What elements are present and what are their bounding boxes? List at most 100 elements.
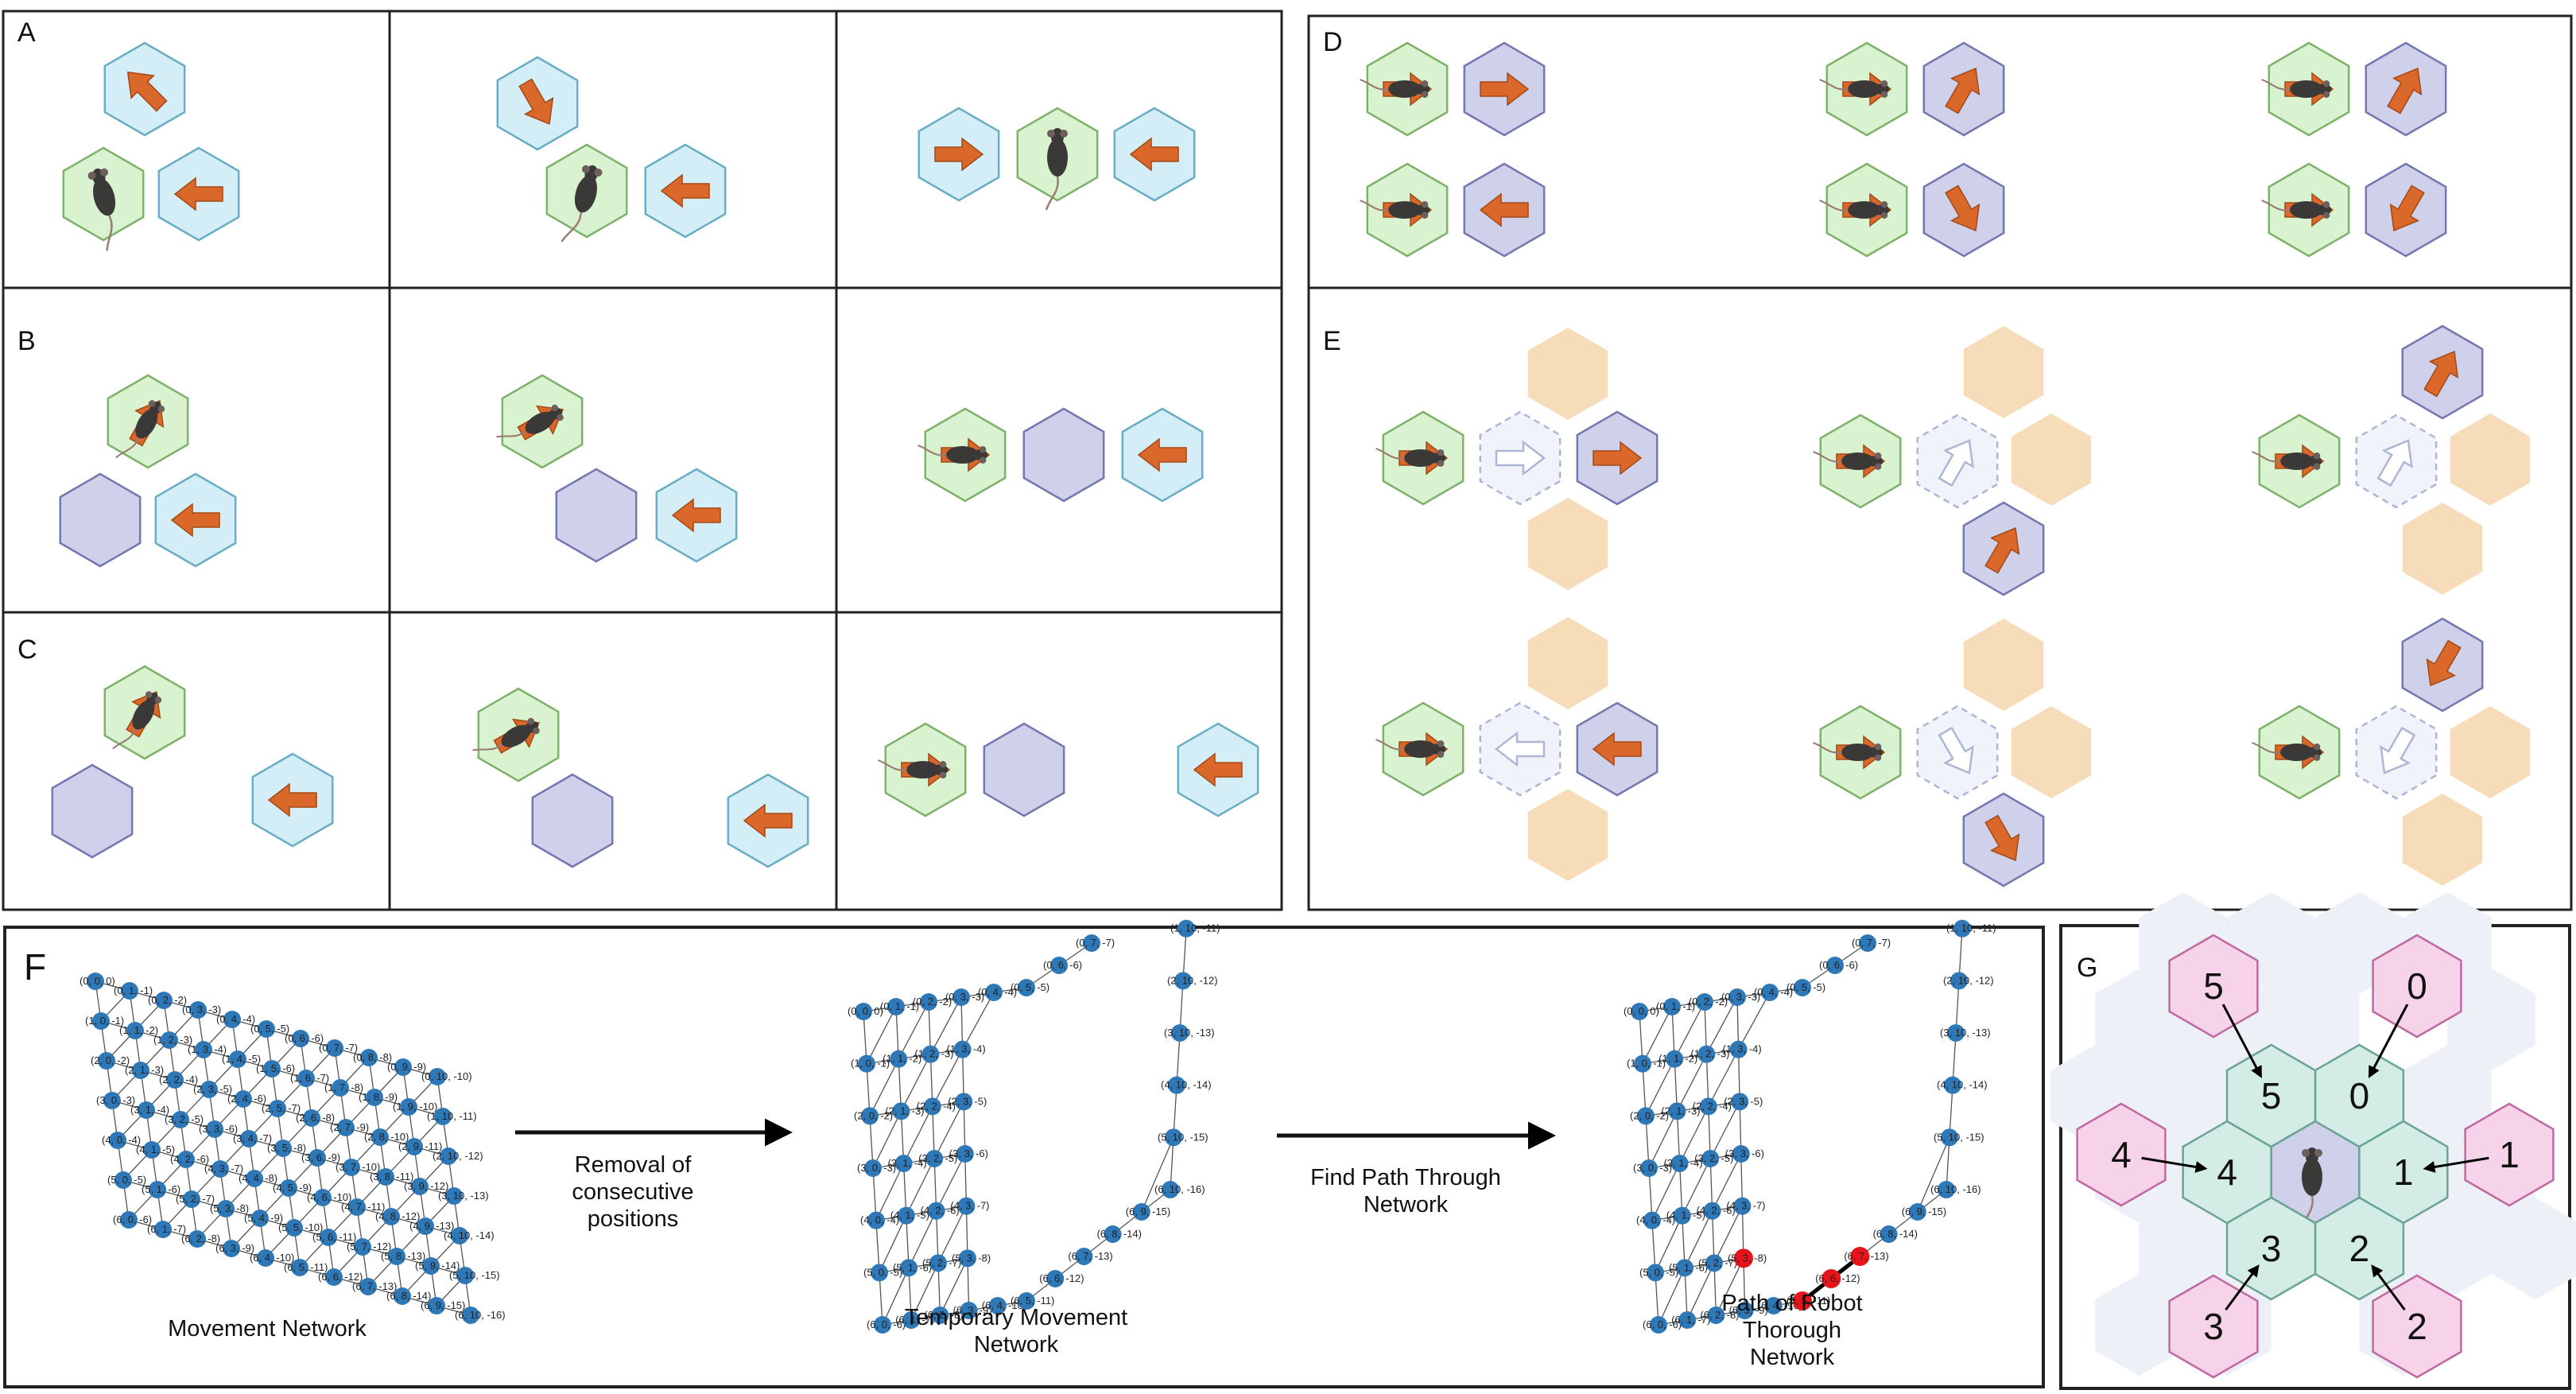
network-node xyxy=(1046,1270,1065,1287)
mapping-arrow-2 xyxy=(2371,1264,2406,1311)
network-node-label: (1, 8, -9) xyxy=(359,1091,398,1103)
network-node-label: (0, 5, -5) xyxy=(250,1023,289,1035)
network-node-label: (4, 3, -7) xyxy=(950,1200,989,1212)
network-node-label: (3, 8, -11) xyxy=(370,1171,413,1182)
network-node-label: (3, 0, -3) xyxy=(857,1162,896,1174)
arrow-robot-e-3 xyxy=(1592,732,1642,767)
network-node xyxy=(1668,1102,1686,1120)
network-node-label: (2, 1, -3) xyxy=(125,1064,164,1076)
network-node xyxy=(874,1316,891,1334)
hex-outer-0 xyxy=(2372,934,2462,1039)
network-node xyxy=(246,1170,263,1187)
panel-label-a: A xyxy=(17,17,36,48)
network-node xyxy=(1707,1307,1725,1324)
network-node xyxy=(1676,1259,1693,1277)
network-node-label: (6, 4, -10) xyxy=(1758,1299,1802,1311)
temporary-network-caption-line-1: Temporary Movement xyxy=(905,1305,1127,1330)
hex-blocked-e-2-1 xyxy=(2402,503,2483,595)
network-node-label: (5, 6, -11) xyxy=(312,1231,356,1243)
network-node-label: (2, 2, -4) xyxy=(917,1100,956,1112)
network-node xyxy=(451,1227,468,1245)
network-node-label: (3, 1, -4) xyxy=(1664,1157,1703,1169)
network-node xyxy=(867,1211,885,1229)
network-node xyxy=(109,1132,126,1149)
network-node-label: (5, 2, -7) xyxy=(922,1256,961,1268)
network-node-label: (5, 8, -13) xyxy=(381,1250,425,1262)
network-node xyxy=(1647,1264,1664,1282)
network-node xyxy=(1132,1203,1150,1221)
arrow-robot-d-5 xyxy=(2389,184,2425,232)
panel-label-b: B xyxy=(17,326,36,356)
network-node-label: (1, 3, -4) xyxy=(947,1043,986,1055)
network-node-label: (5, 1, -6) xyxy=(893,1261,932,1273)
network-node xyxy=(1703,1202,1721,1220)
network-node xyxy=(445,1187,463,1205)
network-node-label: (2, 7, -9) xyxy=(330,1121,369,1133)
hex-faint-g xyxy=(2447,969,2536,1070)
arrow-c2-2 xyxy=(743,803,793,838)
arrow-a3-2 xyxy=(1129,137,1179,172)
outer-label-5: 5 xyxy=(2203,965,2224,1007)
network-node-label: (4, 1, -5) xyxy=(136,1144,175,1155)
hex-faint-g xyxy=(2271,969,2360,1070)
network-node-label: (1, 0, -1) xyxy=(85,1015,124,1027)
outer-label-1: 1 xyxy=(2499,1134,2520,1175)
network-node xyxy=(155,992,173,1009)
network-node-label: (2, 3, -5) xyxy=(193,1083,232,1095)
network-node xyxy=(1678,1311,1697,1329)
network-node xyxy=(1165,1128,1182,1147)
network-node-label: (5, 2, -7) xyxy=(1698,1256,1737,1268)
network-node xyxy=(1634,1054,1651,1073)
network-node-label: (2, 2, -4) xyxy=(159,1074,198,1085)
network-node-label: (2, 10, -12) xyxy=(433,1150,483,1162)
network-node xyxy=(251,1210,269,1227)
network-node xyxy=(894,1155,913,1172)
network-node xyxy=(1162,1181,1179,1198)
network-node-label: (1, 7, -8) xyxy=(324,1081,363,1093)
panel-label-e: E xyxy=(1323,326,1341,356)
network-node xyxy=(1908,1203,1926,1221)
mouse-d-4 xyxy=(2261,79,2332,99)
network-node xyxy=(1880,1225,1898,1243)
network-node-label: (5, 0, -5) xyxy=(107,1174,146,1186)
network-node-label: (0, 4, -4) xyxy=(1754,986,1793,998)
panels-abc-hex-layer xyxy=(51,41,1259,868)
network-node-label: (4, 8, -12) xyxy=(375,1210,420,1222)
network-node-label: (0, 0, 0) xyxy=(80,975,115,987)
network-node xyxy=(411,1178,429,1195)
network-node xyxy=(897,1206,915,1225)
network-node-label: (3, 6, -9) xyxy=(301,1151,340,1163)
network-node xyxy=(1732,1145,1750,1163)
network-node xyxy=(343,1159,360,1176)
network-node xyxy=(1699,1097,1717,1116)
network-node xyxy=(1938,1181,1955,1198)
network-node-label: (1, 1, -2) xyxy=(1658,1053,1697,1065)
network-node-label: (5, 1, -6) xyxy=(1669,1261,1708,1273)
arrow-robot-e-4 xyxy=(1984,814,2020,862)
network-node xyxy=(297,1070,315,1087)
arrow-robot-e-1 xyxy=(1984,526,2020,574)
network-node xyxy=(149,1181,166,1198)
network-node-label: (2, 6, -8) xyxy=(296,1112,335,1124)
arrow-robot-e-5 xyxy=(2426,639,2462,687)
network-node xyxy=(211,1160,229,1178)
network-node-label: (4, 9, -13) xyxy=(409,1220,454,1232)
arrow-a1-0 xyxy=(126,71,168,112)
robot-path-caption-line-2: Thorough xyxy=(1743,1318,1841,1343)
network-node xyxy=(929,1254,947,1272)
network-node xyxy=(864,1159,882,1177)
network-node-label: (4, 4, -8) xyxy=(239,1172,277,1184)
arrow-2-label-line-1: Find Path Through xyxy=(1310,1165,1501,1190)
hex-faint-g xyxy=(2139,1198,2228,1299)
arrow-c1-2 xyxy=(267,782,317,817)
panel-de-frame xyxy=(1307,14,2573,911)
network-node-label: (4, 10, -14) xyxy=(444,1229,495,1241)
network-node-label: (2, 4, -6) xyxy=(227,1093,266,1105)
arrow-a2-0 xyxy=(518,78,554,126)
hex-robot-b2-1 xyxy=(555,468,638,563)
network-node xyxy=(1728,988,1746,1006)
network-node-label: (3, 2, -5) xyxy=(1694,1152,1733,1164)
hex-faint-g xyxy=(2491,1198,2576,1299)
network-node-label: (5, 0, -5) xyxy=(1639,1266,1678,1278)
network-node-label: (6, 7, -13) xyxy=(352,1280,397,1292)
